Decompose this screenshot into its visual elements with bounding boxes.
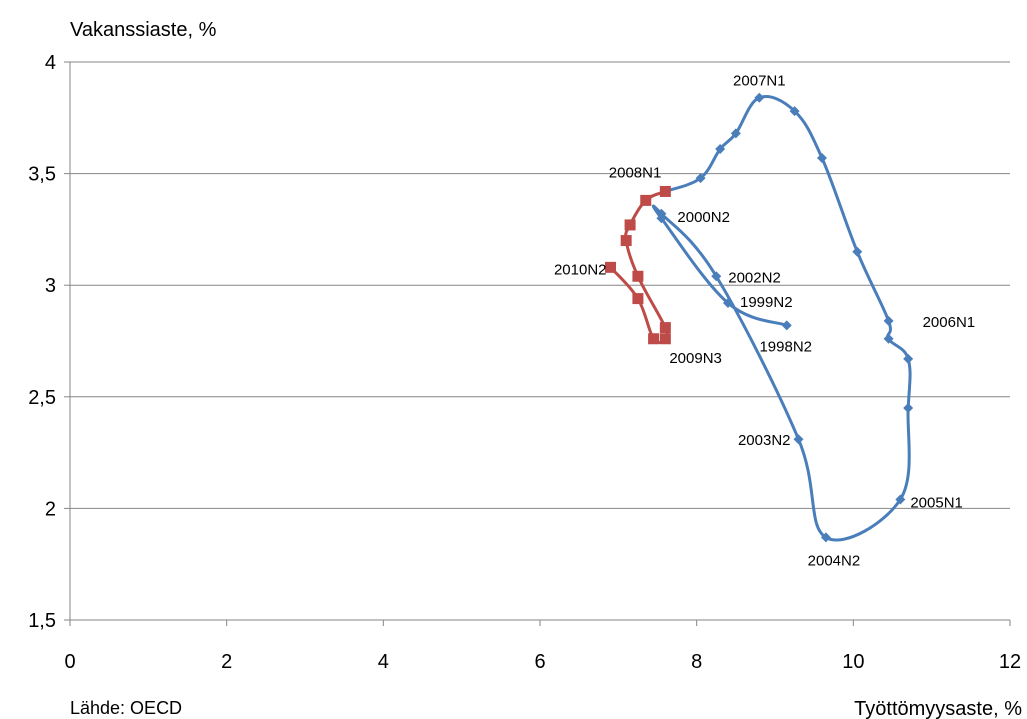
x-tick-label: 12 bbox=[999, 651, 1021, 673]
data-point bbox=[656, 208, 667, 219]
x-tick-label: 0 bbox=[64, 651, 75, 673]
series-line bbox=[609, 189, 670, 344]
data-point bbox=[715, 144, 726, 155]
data-point bbox=[754, 92, 765, 103]
x-tick-label: 8 bbox=[691, 651, 702, 673]
data-point bbox=[903, 353, 914, 364]
data-point bbox=[659, 333, 671, 345]
data-point bbox=[817, 152, 827, 163]
data-label: 2002N2 bbox=[728, 269, 781, 286]
data-point bbox=[781, 320, 792, 331]
data-point bbox=[820, 532, 831, 543]
y-tick-label: 3 bbox=[45, 275, 56, 297]
data-point bbox=[659, 322, 671, 334]
data-label: 2003N2 bbox=[738, 432, 791, 449]
y-tick-label: 3,5 bbox=[28, 164, 56, 186]
data-label: 2005N1 bbox=[910, 494, 963, 511]
data-point bbox=[789, 106, 800, 117]
data-point bbox=[632, 293, 644, 305]
data-point bbox=[695, 173, 706, 184]
data-point bbox=[883, 333, 894, 344]
data-label: 2008N1 bbox=[609, 164, 662, 181]
data-label: 2004N2 bbox=[808, 552, 861, 569]
data-label: 1999N2 bbox=[740, 294, 793, 311]
y-axis-title: Vakanssiaste, % bbox=[70, 19, 217, 41]
data-point bbox=[903, 402, 914, 413]
y-tick-label: 4 bbox=[45, 52, 56, 74]
data-label: 2007N1 bbox=[733, 73, 786, 90]
tick-labels: 1,5 2 2,5 3 3,5 4 0 2 4 6 8 10 12 bbox=[28, 52, 1021, 673]
data-labels: 1998N2 1999N2 2000N2 2002N2 2003N2 2004N2 2005… bbox=[554, 73, 975, 570]
x-axis-title: Työttömyysaste, % bbox=[854, 698, 1022, 719]
x-tick-label: 10 bbox=[842, 651, 864, 673]
x-tick-label: 6 bbox=[534, 651, 545, 673]
data-point bbox=[730, 128, 741, 139]
data-label: 2010N2 bbox=[554, 261, 607, 278]
data-point bbox=[640, 194, 652, 206]
data-markers bbox=[605, 92, 914, 543]
data-label: 1998N2 bbox=[759, 338, 812, 355]
x-tick-label: 4 bbox=[378, 651, 389, 673]
data-point bbox=[624, 219, 636, 231]
source-note: Lähde: OECD bbox=[70, 698, 182, 718]
data-point bbox=[852, 246, 863, 257]
y-tick-label: 2,5 bbox=[28, 387, 56, 409]
series-line bbox=[651, 95, 912, 542]
data-point bbox=[793, 434, 804, 445]
data-point bbox=[620, 235, 632, 247]
data-point bbox=[723, 298, 733, 309]
series-lines bbox=[609, 95, 912, 542]
data-point bbox=[632, 270, 644, 282]
data-point bbox=[711, 271, 722, 282]
data-point bbox=[883, 315, 894, 326]
x-tick-label: 2 bbox=[221, 651, 232, 673]
data-label: 2009N3 bbox=[669, 350, 722, 367]
data-point bbox=[648, 333, 660, 345]
data-label: 2006N1 bbox=[923, 314, 976, 331]
data-point bbox=[895, 494, 906, 505]
y-tick-label: 2 bbox=[45, 498, 56, 520]
data-label: 2000N2 bbox=[677, 209, 730, 226]
data-point bbox=[605, 261, 616, 273]
y-tick-label: 1,5 bbox=[28, 610, 56, 632]
data-point bbox=[659, 185, 671, 197]
gridlines bbox=[70, 61, 1010, 509]
